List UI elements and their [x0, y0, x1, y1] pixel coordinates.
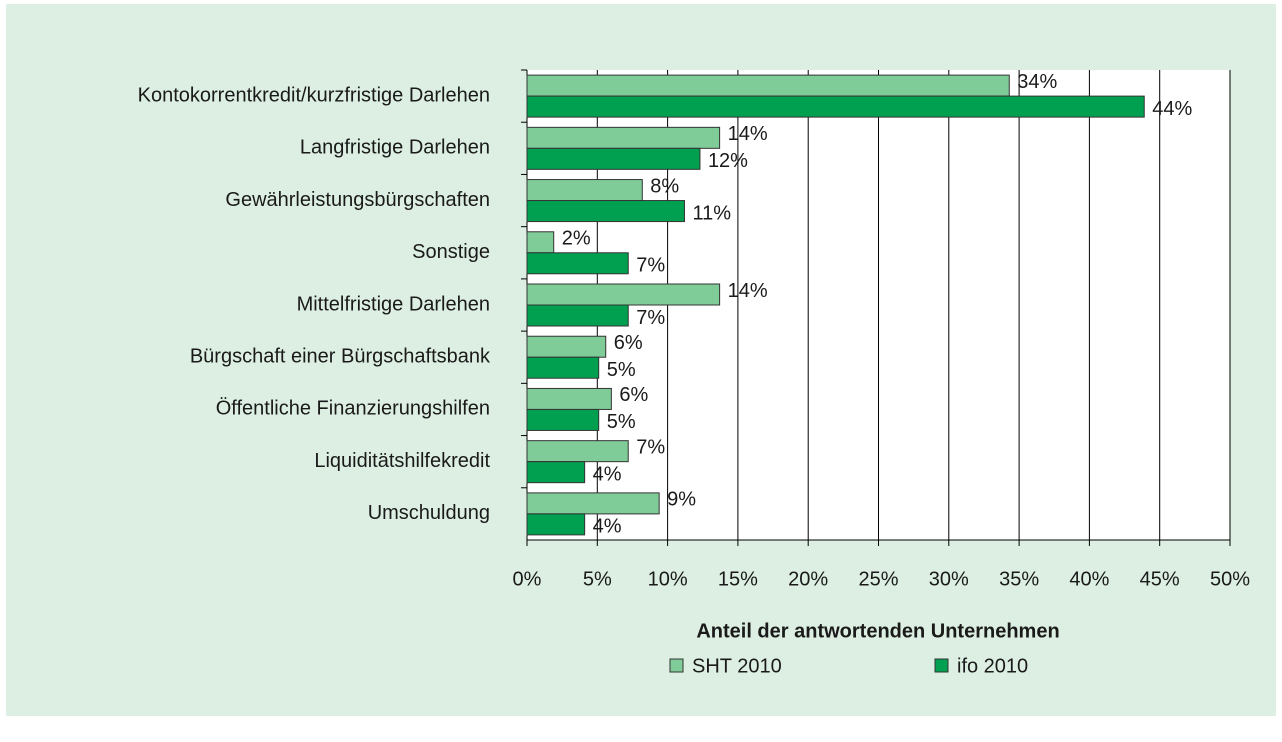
y-tick-label: Kontokorrentkredit/kurzfristige Darlehen	[138, 84, 490, 106]
data-label: 34%	[1017, 71, 1057, 93]
bar	[526, 461, 586, 484]
x-axis-label: Anteil der antwortenden Unternehmen	[696, 620, 1059, 642]
bar	[526, 513, 586, 536]
bar	[526, 440, 629, 463]
data-label: 6%	[619, 384, 648, 406]
x-tick-label: 50%	[1210, 568, 1250, 590]
legend-label: ifo 2010	[957, 655, 1028, 677]
data-label: 7%	[636, 255, 665, 277]
y-tick-label: Gewährleistungsbürgschaften	[225, 189, 490, 211]
y-tick-label: Langfristige Darlehen	[300, 137, 490, 159]
x-tick-label: 40%	[1069, 568, 1109, 590]
y-tick-label: Öffentliche Finanzierungshilfen	[216, 398, 490, 420]
data-label: 4%	[593, 463, 622, 485]
bar	[526, 387, 612, 410]
data-label: 14%	[728, 123, 768, 145]
x-tick-label: 0%	[513, 568, 542, 590]
data-label: 14%	[728, 280, 768, 302]
bar	[526, 252, 629, 275]
y-tick-label: Liquiditätshilfekredit	[314, 450, 490, 472]
data-label: 4%	[593, 516, 622, 538]
bar	[526, 283, 721, 306]
x-tick-label: 45%	[1140, 568, 1180, 590]
legend-label: SHT 2010	[692, 655, 782, 677]
y-tick-label: Sonstige	[412, 241, 490, 263]
x-tick-label: 20%	[788, 568, 828, 590]
x-tick-label: 15%	[718, 568, 758, 590]
x-tick-label: 30%	[929, 568, 969, 590]
x-tick-label: 25%	[858, 568, 898, 590]
data-label: 12%	[708, 150, 748, 172]
bar	[526, 179, 643, 202]
legend-swatch	[669, 658, 684, 673]
bar	[526, 335, 607, 358]
bar	[526, 126, 721, 149]
x-tick-label: 35%	[999, 568, 1039, 590]
data-label: 9%	[667, 489, 696, 511]
data-label: 44%	[1152, 98, 1192, 120]
data-label: 5%	[607, 359, 636, 381]
y-tick-label: Umschuldung	[368, 502, 490, 524]
bar	[526, 147, 701, 170]
bar	[526, 356, 600, 379]
data-label: 7%	[636, 436, 665, 458]
bar	[526, 408, 600, 431]
y-tick-label: Bürgschaft einer Bürgschaftsbank	[190, 346, 491, 368]
x-tick-label: 5%	[583, 568, 612, 590]
bar	[526, 492, 660, 515]
data-label: 7%	[636, 307, 665, 329]
x-tick-label: 10%	[648, 568, 688, 590]
data-label: 2%	[562, 228, 591, 250]
bar	[526, 95, 1145, 118]
data-label: 5%	[607, 411, 636, 433]
legend-swatch	[934, 658, 949, 673]
bar	[526, 304, 629, 327]
y-tick-label: Mittelfristige Darlehen	[297, 293, 490, 315]
data-label: 6%	[614, 332, 643, 354]
bar	[526, 74, 1010, 97]
bar	[526, 200, 685, 223]
data-label: 8%	[650, 175, 679, 197]
bar	[526, 231, 555, 254]
data-label: 11%	[692, 202, 731, 224]
